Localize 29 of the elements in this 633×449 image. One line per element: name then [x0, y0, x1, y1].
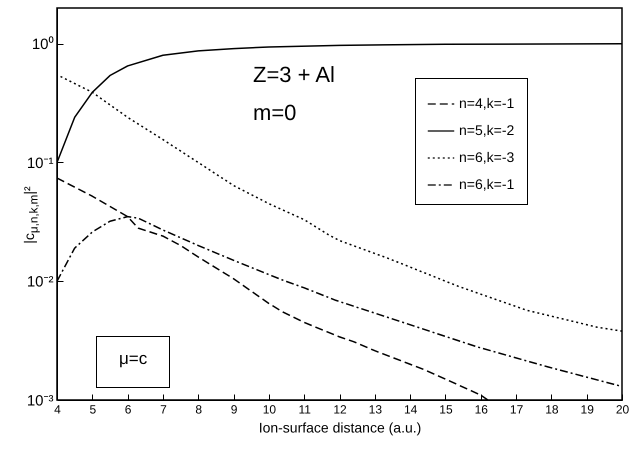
x-tick-label: 6	[124, 402, 132, 416]
x-tick-label: 20	[616, 402, 630, 416]
x-tick-label: 18	[545, 402, 559, 416]
y-tick-label: 10⁰	[32, 36, 54, 54]
x-tick-label: 4	[54, 402, 62, 416]
legend-label: n=4,k=-1	[459, 95, 514, 111]
x-tick-label: 13	[368, 402, 382, 416]
x-tick-label: 11	[298, 402, 312, 416]
x-tick-label: 5	[89, 402, 96, 416]
x-tick-label: 12	[333, 402, 347, 416]
annotation: μ=c	[96, 336, 170, 388]
legend-label: n=5,k=-2	[459, 122, 514, 138]
legend-label: n=6,k=-1	[459, 176, 514, 192]
x-tick-label: 19	[580, 402, 594, 416]
y-tick-label: 10⁻¹	[26, 155, 54, 172]
x-tick-label: 17	[510, 402, 524, 416]
x-tick-label: 10	[262, 402, 276, 416]
annotation: Z=3 + Al	[253, 62, 335, 88]
x-tick-label: 14	[404, 402, 418, 416]
x-tick-label: 7	[160, 402, 168, 416]
x-tick-label: 9	[230, 402, 238, 416]
x-tick-label: 16	[474, 402, 488, 416]
legend-label: n=6,k=-3	[459, 149, 514, 165]
x-axis-title: Ion-surface distance (a.u.)	[258, 420, 422, 436]
x-tick-label: 8	[195, 402, 202, 416]
x-tick-label: 15	[439, 402, 453, 416]
y-tick-label: 10⁻²	[26, 274, 54, 291]
annotation: m=0	[253, 100, 296, 126]
y-tick-label: 10⁻³	[26, 392, 54, 410]
